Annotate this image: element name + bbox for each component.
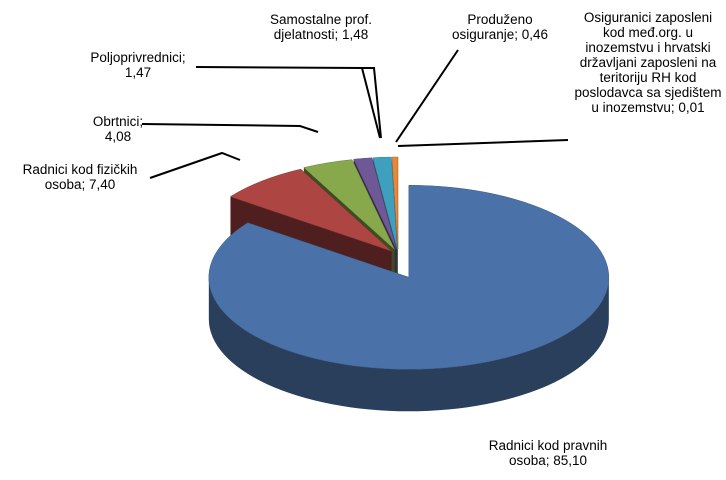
category-name: Radnici kod fizičkih osoba bbox=[22, 162, 138, 192]
leader-line bbox=[397, 139, 569, 147]
data-label: Osiguranici zaposleni kod međ.org. u ino… bbox=[572, 10, 724, 115]
leader-line bbox=[195, 66, 381, 139]
slice bbox=[229, 168, 392, 252]
label-separator: ; bbox=[181, 50, 186, 65]
leader-line bbox=[141, 123, 319, 133]
data-label: Radnici kod pravnih osoba; 85,10 bbox=[478, 438, 618, 468]
value-label: 85,10 bbox=[553, 453, 588, 468]
category-name: Osiguranici zaposleni kod međ.org. u ino… bbox=[574, 10, 722, 115]
category-name: Poljoprivrednici bbox=[90, 50, 182, 65]
slice bbox=[208, 185, 610, 370]
value-label: 7,40 bbox=[89, 177, 116, 192]
label-separator: ; bbox=[514, 27, 522, 42]
data-label: Obrtnici; 4,08 bbox=[78, 114, 158, 144]
category-name: Produženo osiguranje bbox=[451, 12, 533, 42]
category-name: Samostalne prof. djelatnosti bbox=[269, 12, 373, 42]
leader-line bbox=[149, 151, 241, 179]
label-separator: ; bbox=[81, 177, 90, 192]
slice bbox=[391, 156, 399, 250]
data-label: Produženo osiguranje; 0,46 bbox=[448, 12, 552, 42]
slice-side bbox=[208, 277, 609, 412]
label-separator: ; bbox=[545, 453, 554, 468]
slice bbox=[353, 157, 397, 250]
label-separator: ; bbox=[334, 27, 343, 42]
leader-line bbox=[362, 67, 382, 139]
value-label: 0,46 bbox=[521, 27, 549, 42]
category-name: Radnici kod pravnih osoba bbox=[488, 438, 608, 468]
slices bbox=[208, 156, 610, 412]
value-label: 1,48 bbox=[342, 27, 369, 42]
value-label: 1,47 bbox=[124, 65, 152, 80]
value-label: 4,08 bbox=[104, 129, 132, 144]
value-label: 0,01 bbox=[678, 100, 705, 115]
leader-line bbox=[395, 49, 459, 143]
data-label: Radnici kod fizičkih osoba; 7,40 bbox=[5, 162, 155, 192]
data-label: Poljoprivrednici; 1,47 bbox=[78, 50, 198, 80]
label-separator: ; bbox=[139, 114, 144, 129]
slice bbox=[303, 159, 395, 250]
label-separator: ; bbox=[670, 100, 679, 115]
slice bbox=[372, 156, 398, 250]
category-name: Obrtnici bbox=[92, 114, 140, 129]
data-label: Samostalne prof. djelatnosti; 1,48 bbox=[262, 12, 380, 42]
